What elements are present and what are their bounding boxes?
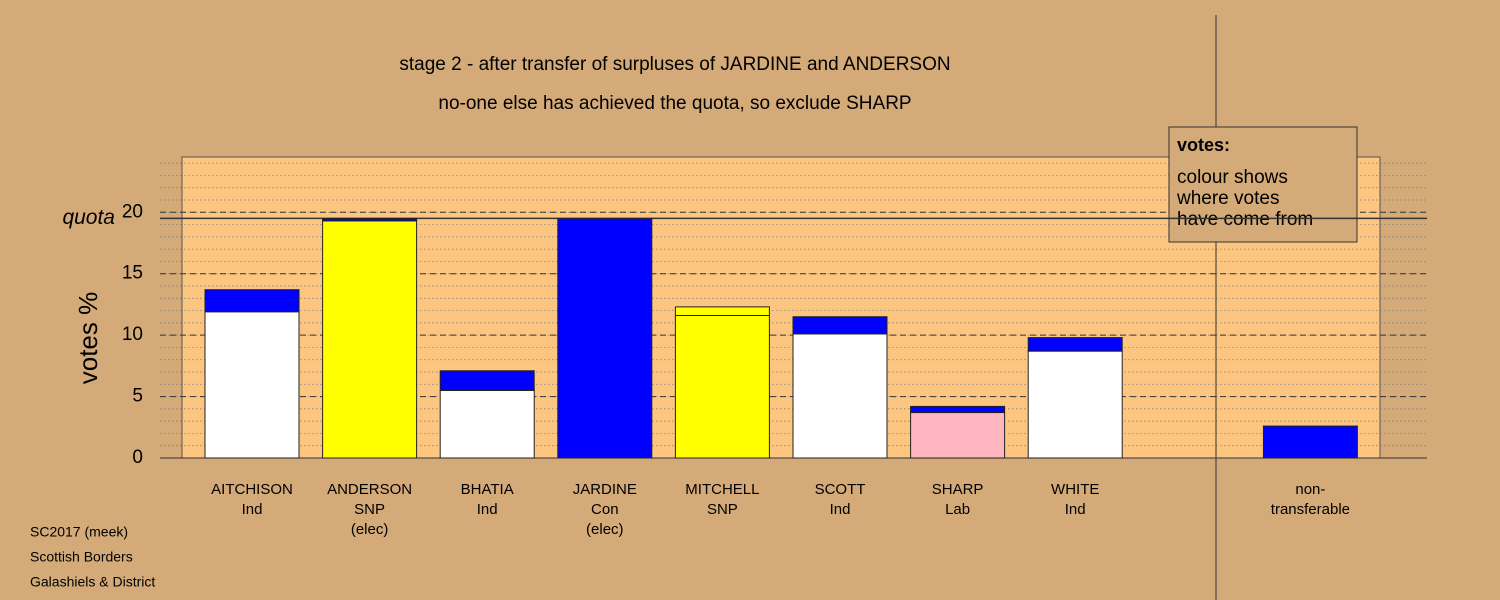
legend-line: colour shows xyxy=(1177,167,1288,188)
legend-line: have come from xyxy=(1177,209,1313,230)
x-tick-label: SNP xyxy=(354,501,385,518)
footer-line: SC2017 (meek) xyxy=(30,524,128,540)
chart-subtitle: no-one else has achieved the quota, so e… xyxy=(438,93,911,114)
bar-segment xyxy=(1027,337,1123,352)
x-tick-label: JARDINE xyxy=(573,481,637,498)
x-tick-label: transferable xyxy=(1271,501,1350,518)
y-tick-label: 0 xyxy=(132,447,143,468)
legend-line: where votes xyxy=(1176,188,1279,209)
x-tick-label: Lab xyxy=(945,501,970,518)
x-tick-label: (elec) xyxy=(351,521,389,538)
legend-title: votes: xyxy=(1177,135,1230,155)
quota-label: quota xyxy=(62,206,115,229)
y-tick-label: 20 xyxy=(122,201,143,222)
x-tick-label: SCOTT xyxy=(815,481,866,498)
x-tick-label: Ind xyxy=(1065,501,1086,518)
y-axis-label: votes % xyxy=(73,292,103,385)
bar-segment xyxy=(557,217,653,459)
bar-segment xyxy=(910,412,1006,459)
x-tick-label: AITCHISON xyxy=(211,481,293,498)
x-tick-label: WHITE xyxy=(1051,481,1099,498)
x-tick-label: SHARP xyxy=(932,481,984,498)
legend-box xyxy=(1168,126,1358,243)
bar-segment xyxy=(439,389,535,459)
bar-segment xyxy=(1027,350,1123,459)
x-tick-label: Ind xyxy=(242,501,263,518)
footer-line: Galashiels & District xyxy=(30,574,155,590)
chart-title: stage 2 - after transfer of surpluses of… xyxy=(399,54,950,75)
x-tick-label: Con xyxy=(591,501,619,518)
bar-segment xyxy=(674,306,770,316)
bar-segment xyxy=(322,220,418,459)
bar-segment xyxy=(674,314,770,459)
y-tick-label: 10 xyxy=(122,324,143,345)
x-tick-label: non- xyxy=(1295,481,1325,498)
bar-segment xyxy=(322,217,418,222)
footer-line: Scottish Borders xyxy=(30,549,133,565)
bar-segment xyxy=(910,405,1006,414)
x-tick-label: (elec) xyxy=(586,521,624,538)
x-tick-label: Ind xyxy=(477,501,498,518)
x-tick-label: Ind xyxy=(830,501,851,518)
y-tick-label: 5 xyxy=(132,386,143,407)
bar-segment xyxy=(792,333,888,459)
bar-segment xyxy=(1262,425,1358,459)
x-tick-label: ANDERSON xyxy=(327,481,412,498)
bar-segment xyxy=(204,311,300,459)
bar-segment xyxy=(204,289,300,313)
x-tick-label: MITCHELL xyxy=(685,481,759,498)
x-tick-label: SNP xyxy=(707,501,738,518)
bar-segment xyxy=(792,316,888,335)
y-tick-label: 15 xyxy=(122,263,143,284)
bar-segment xyxy=(439,370,535,391)
x-tick-label: BHATIA xyxy=(461,481,514,498)
